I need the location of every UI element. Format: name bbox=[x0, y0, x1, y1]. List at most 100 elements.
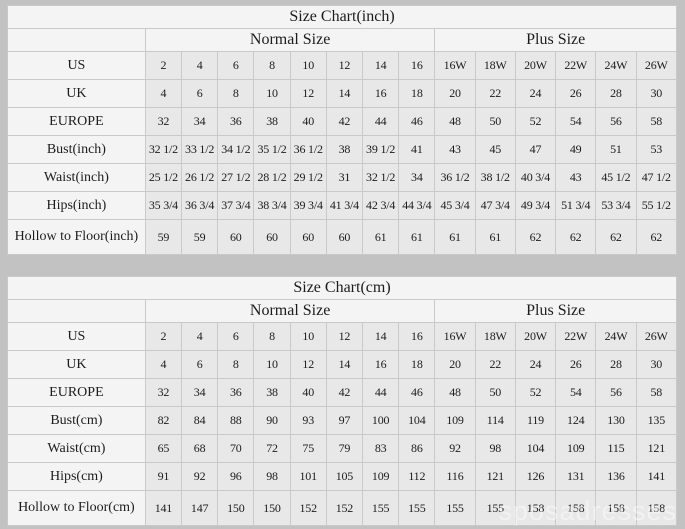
size-value-cell: 4 bbox=[144, 79, 183, 108]
size-value-cell: 26 bbox=[555, 79, 597, 108]
column-group-row: Normal Size Plus Size bbox=[7, 28, 677, 52]
size-value-cell: 20 bbox=[434, 350, 476, 379]
size-value-cell: 58 bbox=[635, 378, 678, 407]
table-title-row: Size Chart(inch) bbox=[7, 5, 677, 29]
table-row: Bust(cm) 82 84 88 90 93 97 100 104 109 114 119 124 13… bbox=[7, 406, 678, 435]
size-value-cell: 62 bbox=[514, 219, 557, 255]
size-value-cell: 39 3/4 bbox=[289, 191, 327, 220]
size-value-cell: 47 3/4 bbox=[474, 191, 516, 220]
size-value-cell: 43 bbox=[555, 163, 597, 192]
size-value-cell: 16W bbox=[434, 51, 476, 80]
row-label: Waist(cm) bbox=[7, 434, 146, 463]
size-value-cell: 52 bbox=[514, 378, 557, 407]
size-value-cell: 26 bbox=[555, 350, 597, 379]
size-value-cell: 34 bbox=[180, 107, 219, 136]
size-value-cell: 97 bbox=[325, 406, 364, 435]
size-value-cell: 12 bbox=[289, 350, 327, 379]
table-row: Hips(inch) 35 3/4 36 3/4 37 3/4 38 3/4 39 3/4… bbox=[7, 191, 678, 220]
size-value-cell: 32 1/2 bbox=[144, 135, 183, 164]
size-value-cell: 45 bbox=[474, 135, 516, 164]
size-value-cell: 45 3/4 bbox=[434, 191, 476, 220]
table-row: EUROPE 32 34 36 38 40 42 44 46 48 50 52 54 56 58 bbox=[7, 107, 678, 136]
size-value-cell: 88 bbox=[217, 406, 255, 435]
size-value-cell: 46 bbox=[398, 378, 436, 407]
size-value-cell: 141 bbox=[144, 490, 183, 526]
table-title: Size Chart(inch) bbox=[7, 5, 677, 29]
size-value-cell: 20 bbox=[434, 79, 476, 108]
size-value-cell: 92 bbox=[434, 434, 476, 463]
size-value-cell: 18 bbox=[398, 79, 436, 108]
size-value-cell: 35 1/2 bbox=[253, 135, 291, 164]
size-value-cell: 18W bbox=[474, 322, 516, 351]
size-value-cell: 12 bbox=[325, 51, 364, 80]
size-value-cell: 34 1/2 bbox=[217, 135, 255, 164]
size-value-cell: 32 1/2 bbox=[362, 163, 400, 192]
row-label: Hollow to Floor(cm) bbox=[7, 490, 146, 526]
size-value-cell: 20W bbox=[514, 51, 557, 80]
size-value-cell: 32 bbox=[144, 378, 183, 407]
size-value-cell: 26W bbox=[635, 51, 678, 80]
size-value-cell: 96 bbox=[217, 462, 255, 491]
size-value-cell: 50 bbox=[474, 107, 516, 136]
size-value-cell: 10 bbox=[253, 79, 291, 108]
size-value-cell: 30 bbox=[635, 350, 678, 379]
size-value-cell: 37 3/4 bbox=[217, 191, 255, 220]
size-value-cell: 14 bbox=[362, 51, 400, 80]
size-value-cell: 92 bbox=[180, 462, 219, 491]
size-value-cell: 47 1/2 bbox=[635, 163, 678, 192]
size-value-cell: 26W bbox=[635, 322, 678, 351]
table-row: Hollow to Floor(cm) 141 147 150 150 152 152 155… bbox=[7, 490, 678, 526]
size-value-cell: 18W bbox=[474, 51, 516, 80]
size-value-cell: 158 bbox=[595, 490, 637, 526]
size-value-cell: 16W bbox=[434, 322, 476, 351]
size-value-cell: 115 bbox=[595, 434, 637, 463]
size-value-cell: 27 1/2 bbox=[217, 163, 255, 192]
size-value-cell: 28 bbox=[595, 79, 637, 108]
size-value-cell: 2 bbox=[144, 51, 183, 80]
size-value-cell: 28 1/2 bbox=[253, 163, 291, 192]
row-label: Hollow to Floor(inch) bbox=[7, 219, 146, 255]
size-value-cell: 16 bbox=[362, 350, 400, 379]
size-value-cell: 75 bbox=[289, 434, 327, 463]
size-value-cell: 24 bbox=[514, 79, 557, 108]
size-value-cell: 131 bbox=[555, 462, 597, 491]
size-value-cell: 6 bbox=[217, 322, 255, 351]
table-row: Hollow to Floor(inch) 59 59 60 60 60 60 61 61 61 6… bbox=[7, 219, 678, 255]
size-value-cell: 31 bbox=[325, 163, 364, 192]
size-value-cell: 4 bbox=[180, 322, 219, 351]
size-value-cell: 33 1/2 bbox=[180, 135, 219, 164]
size-value-cell: 30 bbox=[635, 79, 678, 108]
size-value-cell: 36 1/2 bbox=[434, 163, 476, 192]
size-value-cell: 38 bbox=[253, 378, 291, 407]
size-value-cell: 70 bbox=[217, 434, 255, 463]
table-row: Waist(cm) 65 68 70 72 75 79 83 86 92 98 104 109 115 12… bbox=[7, 434, 678, 463]
size-value-cell: 91 bbox=[144, 462, 183, 491]
size-value-cell: 41 3/4 bbox=[325, 191, 364, 220]
size-value-cell: 42 bbox=[325, 107, 364, 136]
column-group-header: Plus Size bbox=[434, 28, 677, 52]
size-value-cell: 150 bbox=[253, 490, 291, 526]
size-value-cell: 53 bbox=[635, 135, 678, 164]
size-value-cell: 82 bbox=[144, 406, 183, 435]
size-value-cell: 68 bbox=[180, 434, 219, 463]
table-row: Hips(cm) 91 92 96 98 101 105 109 112 116 121 126 131… bbox=[7, 462, 678, 491]
size-value-cell: 42 3/4 bbox=[362, 191, 400, 220]
size-value-cell: 2 bbox=[144, 322, 183, 351]
size-value-cell: 135 bbox=[635, 406, 678, 435]
size-value-cell: 100 bbox=[362, 406, 400, 435]
table-row: UK 4 6 8 10 12 14 16 18 20 22 24 26 28 30 bbox=[7, 79, 678, 108]
size-value-cell: 36 3/4 bbox=[180, 191, 219, 220]
size-value-cell: 35 3/4 bbox=[144, 191, 183, 220]
row-label: US bbox=[7, 51, 146, 80]
size-value-cell: 18 bbox=[398, 350, 436, 379]
size-value-cell: 60 bbox=[217, 219, 255, 255]
size-value-cell: 62 bbox=[635, 219, 678, 255]
size-value-cell: 109 bbox=[555, 434, 597, 463]
table-row: US 2 4 6 8 10 12 14 16 16W 18W 20W 22W 24W 26W bbox=[7, 322, 678, 351]
size-value-cell: 47 bbox=[514, 135, 557, 164]
size-value-cell: 4 bbox=[144, 350, 183, 379]
size-value-cell: 28 bbox=[595, 350, 637, 379]
size-value-cell: 152 bbox=[325, 490, 364, 526]
size-value-cell: 36 bbox=[217, 378, 255, 407]
